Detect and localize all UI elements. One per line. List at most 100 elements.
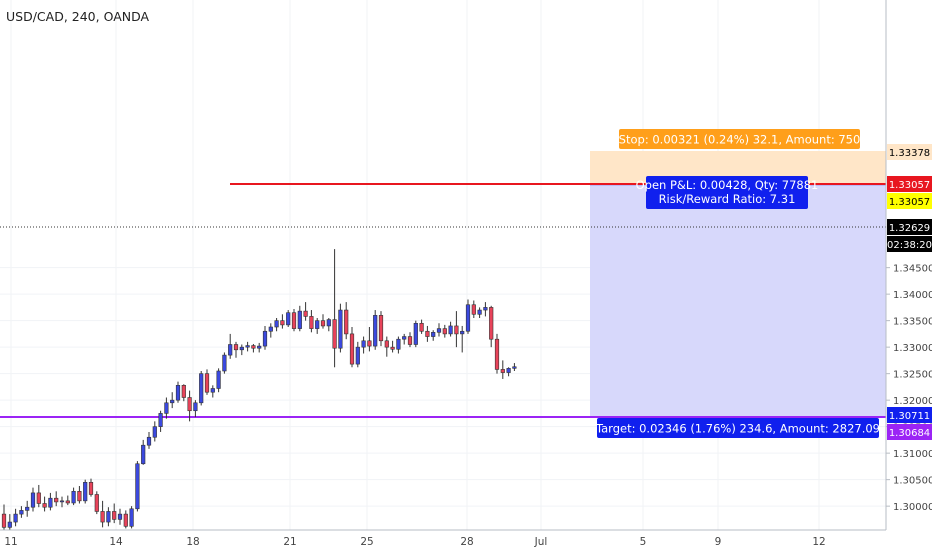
candle[interactable] (489, 305, 494, 348)
candle[interactable] (396, 336, 401, 354)
candle[interactable] (361, 336, 366, 354)
candle[interactable] (204, 369, 210, 395)
candle[interactable] (245, 341, 250, 352)
candle[interactable] (454, 311, 459, 348)
candle[interactable] (390, 340, 395, 353)
candle[interactable] (135, 461, 140, 512)
time-axis[interactable] (0, 530, 932, 550)
candle[interactable] (448, 321, 453, 337)
pnl-label-badge[interactable]: Open P&L: 0.00428, Qty: 77881 Risk/Rewar… (636, 176, 819, 209)
candle[interactable] (309, 310, 314, 333)
candle[interactable] (286, 310, 291, 328)
candle[interactable] (7, 514, 12, 530)
candle[interactable] (77, 486, 82, 504)
candle[interactable] (257, 342, 262, 353)
candle[interactable] (233, 341, 239, 358)
candle[interactable] (477, 307, 482, 318)
candle[interactable] (48, 492, 53, 511)
candle[interactable] (512, 363, 517, 371)
candle[interactable] (100, 500, 105, 528)
stop-label-badge[interactable]: Stop: 0.00321 (0.24%) 32.1, Amount: 750 (619, 129, 861, 149)
candle[interactable] (210, 385, 215, 398)
candle[interactable] (123, 510, 128, 529)
candle[interactable] (344, 302, 349, 340)
candle[interactable] (315, 318, 320, 334)
candle[interactable] (251, 343, 256, 353)
candle[interactable] (431, 330, 436, 341)
candle[interactable] (181, 384, 186, 402)
candle[interactable] (262, 325, 268, 350)
candle[interactable] (146, 431, 152, 449)
candle[interactable] (373, 310, 378, 350)
candle-body (210, 388, 215, 393)
candle[interactable] (106, 507, 111, 527)
candle[interactable] (355, 341, 360, 368)
candle-body (135, 463, 140, 510)
candle[interactable] (13, 508, 18, 527)
candle[interactable] (506, 367, 511, 377)
candle[interactable] (170, 392, 175, 409)
candle[interactable] (65, 495, 70, 506)
candle[interactable] (384, 336, 389, 357)
candle[interactable] (338, 303, 343, 353)
candle[interactable] (216, 368, 221, 393)
candle[interactable] (175, 381, 181, 403)
candle[interactable] (42, 496, 47, 512)
candle[interactable] (199, 371, 204, 406)
candle[interactable] (367, 327, 372, 352)
svg-text:1.30711: 1.30711 (889, 411, 930, 422)
candle[interactable] (280, 314, 285, 329)
candle[interactable] (274, 318, 279, 332)
target-label-badge[interactable]: Target: 0.02346 (1.76%) 234.6, Amount: 2… (595, 418, 880, 438)
candle[interactable] (425, 325, 430, 342)
candle[interactable] (164, 397, 169, 419)
candle[interactable] (413, 320, 418, 348)
candle[interactable] (471, 300, 476, 318)
candle[interactable] (158, 410, 163, 432)
candle[interactable] (187, 390, 192, 422)
candle[interactable] (228, 333, 233, 359)
candle[interactable] (303, 302, 308, 321)
candle[interactable] (320, 314, 326, 329)
candle[interactable] (326, 318, 331, 332)
candle[interactable] (25, 500, 30, 517)
candle[interactable] (88, 478, 94, 497)
price-axis[interactable] (886, 0, 932, 530)
candle[interactable] (407, 332, 413, 348)
candle[interactable] (36, 484, 41, 508)
candle[interactable] (71, 487, 76, 506)
candle[interactable] (129, 506, 134, 529)
candle[interactable] (402, 333, 407, 345)
target-zone[interactable] (590, 185, 886, 417)
candle[interactable] (59, 496, 65, 508)
candle[interactable] (419, 319, 424, 334)
candle[interactable] (349, 327, 355, 368)
candle[interactable] (30, 487, 36, 512)
candle[interactable] (332, 249, 337, 368)
candle[interactable] (460, 325, 465, 353)
candle[interactable] (442, 324, 447, 338)
candle[interactable] (291, 308, 297, 332)
candle[interactable] (465, 299, 471, 334)
candle[interactable] (436, 323, 442, 337)
candle[interactable] (494, 333, 500, 374)
candle[interactable] (483, 302, 488, 317)
candle[interactable] (1, 504, 7, 530)
candle[interactable] (94, 491, 99, 515)
candle[interactable] (83, 479, 88, 504)
candle-body (30, 492, 36, 508)
candle[interactable] (152, 421, 157, 442)
candle[interactable] (19, 506, 24, 518)
candle[interactable] (117, 508, 123, 525)
candle[interactable] (378, 311, 384, 347)
candle[interactable] (297, 305, 302, 332)
candle[interactable] (268, 323, 273, 338)
candle[interactable] (141, 439, 146, 465)
candle[interactable] (193, 400, 198, 418)
candle[interactable] (500, 360, 505, 379)
candle[interactable] (239, 344, 244, 356)
candle[interactable] (222, 352, 227, 374)
candle[interactable] (54, 491, 59, 507)
candle[interactable] (112, 503, 117, 524)
